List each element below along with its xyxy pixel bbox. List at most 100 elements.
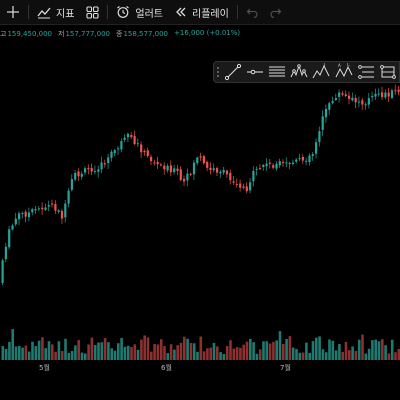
candle bbox=[377, 93, 380, 95]
volume-bar bbox=[37, 340, 41, 360]
candle bbox=[265, 163, 268, 167]
candle bbox=[176, 168, 179, 171]
undo-button[interactable] bbox=[240, 0, 264, 24]
candle bbox=[159, 164, 163, 166]
candle bbox=[387, 92, 390, 97]
volume-bar bbox=[354, 350, 358, 360]
candle bbox=[298, 158, 301, 160]
volume-bar bbox=[133, 344, 137, 360]
candle bbox=[74, 172, 77, 180]
volume-bar bbox=[301, 352, 305, 360]
change-value: +16,000 (+0.01%) bbox=[174, 29, 241, 37]
candle bbox=[242, 186, 245, 188]
candle bbox=[64, 203, 67, 218]
volume-bar bbox=[34, 346, 38, 360]
alerts-button[interactable]: 얼러트 bbox=[110, 0, 169, 24]
candle bbox=[14, 218, 17, 225]
candlestick-chart[interactable] bbox=[0, 45, 400, 362]
cursor-dropdown[interactable] bbox=[0, 0, 26, 24]
elliott-wave-tool[interactable]: 1 bbox=[310, 61, 332, 83]
candle bbox=[199, 156, 202, 158]
drag-handle[interactable] bbox=[214, 61, 221, 83]
candle bbox=[245, 186, 248, 192]
candle bbox=[301, 156, 304, 161]
trend-line-tool[interactable] bbox=[221, 61, 243, 83]
fib-retracement-tool[interactable] bbox=[355, 61, 377, 83]
rewind-icon bbox=[176, 7, 186, 17]
volume-bar bbox=[275, 340, 278, 360]
candle bbox=[232, 181, 235, 183]
volume-bar bbox=[390, 339, 394, 360]
candle bbox=[275, 163, 278, 169]
candle bbox=[321, 116, 324, 131]
candle bbox=[179, 169, 182, 181]
candle bbox=[77, 171, 80, 177]
volume-bar bbox=[186, 338, 189, 360]
candle bbox=[202, 156, 205, 164]
candle bbox=[308, 155, 311, 163]
toolbar-divider bbox=[107, 5, 109, 19]
volume-bar bbox=[44, 348, 47, 360]
volume-bar bbox=[212, 342, 216, 360]
volume-bar bbox=[18, 345, 21, 360]
candle bbox=[169, 165, 172, 173]
gann-box-tool[interactable] bbox=[377, 61, 399, 83]
candle bbox=[288, 162, 291, 165]
volume-bar bbox=[348, 350, 351, 360]
pattern-tool[interactable] bbox=[288, 61, 310, 83]
parallel-channel-tool[interactable] bbox=[266, 61, 288, 83]
volume-bar bbox=[31, 341, 34, 360]
candle bbox=[27, 212, 31, 217]
volume-bar bbox=[140, 339, 143, 360]
volume-pane bbox=[1, 329, 400, 360]
redo-button[interactable] bbox=[264, 0, 288, 24]
volume-bar bbox=[153, 343, 156, 360]
candle bbox=[295, 159, 298, 162]
volume-bar bbox=[126, 345, 130, 360]
replay-button[interactable]: 리플레이 bbox=[169, 0, 235, 24]
volume-bar bbox=[51, 344, 54, 360]
volume-bar bbox=[150, 351, 153, 360]
candle bbox=[51, 203, 54, 205]
volume-bar bbox=[192, 343, 196, 360]
candle bbox=[44, 207, 47, 210]
volume-bar bbox=[21, 347, 24, 360]
candle bbox=[153, 162, 156, 164]
candle bbox=[209, 167, 212, 171]
indicators-button[interactable]: 지표 bbox=[31, 0, 80, 24]
candle bbox=[397, 89, 400, 92]
volume-bar bbox=[394, 352, 397, 360]
candle bbox=[70, 179, 73, 190]
volume-bar bbox=[384, 345, 387, 360]
candle bbox=[311, 154, 314, 156]
volume-bar bbox=[387, 353, 391, 360]
volume-bar bbox=[93, 345, 97, 360]
candle bbox=[37, 208, 40, 210]
volume-bar bbox=[60, 350, 64, 360]
alarm-clock-icon bbox=[117, 6, 130, 18]
parallel-channel-icon bbox=[268, 66, 285, 77]
volume-bar bbox=[27, 351, 31, 360]
replay-label: 리플레이 bbox=[192, 8, 229, 20]
x-tick-label: 6월 bbox=[161, 364, 172, 372]
volume-bar bbox=[97, 342, 100, 360]
volume-bar bbox=[120, 337, 123, 360]
candle bbox=[173, 168, 176, 173]
volume-bar bbox=[80, 352, 84, 360]
close-value: 158,577,000 bbox=[123, 30, 168, 38]
layouts-button[interactable] bbox=[80, 0, 105, 24]
volume-bar bbox=[176, 345, 179, 360]
volume-bar bbox=[77, 339, 80, 360]
candle bbox=[34, 209, 37, 211]
candle bbox=[90, 167, 93, 172]
undo-icon bbox=[246, 8, 258, 18]
volume-bar bbox=[351, 346, 354, 360]
abcd-pattern-icon: A C bbox=[335, 63, 352, 78]
head-shoulders-pattern-icon bbox=[290, 64, 308, 78]
svg-text:C: C bbox=[347, 63, 350, 67]
candle bbox=[344, 94, 347, 97]
candle bbox=[47, 205, 50, 207]
volume-bar bbox=[8, 341, 11, 360]
horizontal-ray-tool[interactable] bbox=[244, 61, 266, 83]
abcd-pattern-tool[interactable]: A C bbox=[332, 61, 354, 83]
